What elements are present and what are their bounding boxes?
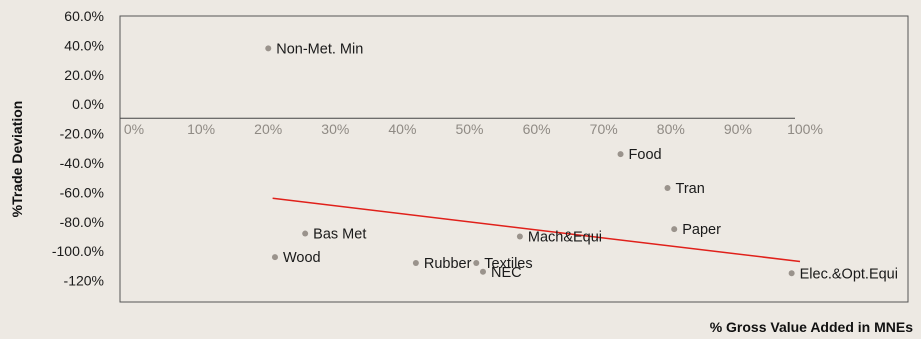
trendline (272, 197, 801, 263)
x-tick-label: 40% (388, 121, 416, 137)
y-tick-label: -100.0% (52, 243, 104, 259)
y-tick-label: 20.0% (64, 67, 104, 83)
x-tick-label: 10% (187, 121, 215, 137)
x-tick-label: 0% (124, 121, 144, 137)
x-tick-label: 60% (523, 121, 551, 137)
point-label: Wood (283, 250, 321, 266)
x-tick-label: 30% (321, 121, 349, 137)
data-point (302, 230, 309, 237)
data-points: Non-Met. Min Bas Met Wood Rubber TextilesNEC… (265, 41, 898, 282)
data-point (788, 270, 795, 277)
data-point (473, 259, 480, 266)
data-point (479, 268, 486, 275)
plot-area (119, 15, 909, 303)
y-tick-label: -40.0% (60, 155, 104, 171)
y-tick-label: 60.0% (64, 8, 104, 24)
y-tick-label: 40.0% (64, 37, 104, 53)
x-axis-title: % Gross Value Added in MNEs (710, 319, 914, 335)
y-tick-label: -80.0% (60, 214, 104, 230)
x-tick-label: 80% (657, 121, 685, 137)
point-label: Bas Met (313, 227, 366, 243)
point-label: Paper (682, 222, 721, 238)
data-point (671, 226, 678, 233)
data-point (664, 184, 671, 191)
y-tick-label: -120% (64, 273, 104, 289)
y-axis-ticks: 60.0% 40.0% 20.0% 0.0% -20.0% -40.0% -60.0% -80… (52, 8, 104, 289)
y-tick-label: -20.0% (60, 126, 104, 142)
point-label: Mach&Equi (528, 230, 602, 246)
point-label: Elec.&Opt.Equi (800, 266, 898, 282)
x-tick-label: 90% (724, 121, 752, 137)
point-label: Non-Met. Min (276, 41, 363, 57)
y-tick-label: -60.0% (60, 184, 104, 200)
x-tick-label: 100% (787, 121, 823, 137)
data-point (617, 151, 624, 158)
data-point (412, 259, 419, 266)
point-label: NEC (491, 265, 522, 281)
point-label: Rubber (424, 256, 472, 272)
point-label: Food (629, 147, 662, 163)
y-tick-label: 0.0% (72, 96, 104, 112)
x-axis-ticks: 0% 10% 20% 30% 40% 50% 60% 70% 80% 90% 100% (124, 121, 823, 137)
x-tick-label: 20% (254, 121, 282, 137)
data-point (271, 254, 278, 261)
point-label: Textiles (484, 256, 532, 272)
data-point (516, 233, 523, 240)
point-label: Tran (676, 181, 705, 197)
x-tick-label: 50% (455, 121, 483, 137)
y-axis-title: %Trade Deviation (9, 101, 25, 218)
x-tick-label: 70% (590, 121, 618, 137)
data-point (265, 45, 272, 52)
